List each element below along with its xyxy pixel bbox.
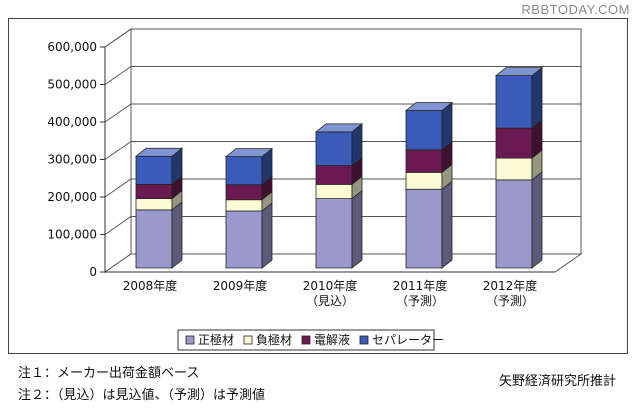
- y-tick-label: 400,000: [47, 115, 97, 129]
- bar-stack: [494, 66, 544, 269]
- bar-segment-front: [135, 155, 173, 185]
- x-tick-label: 2012年度: [483, 278, 538, 293]
- bar-top: [494, 67, 544, 77]
- bar-segment-front: [315, 165, 353, 185]
- legend-swatch: [359, 335, 369, 345]
- bar-segment-front: [405, 110, 443, 151]
- legend-swatch: [243, 335, 253, 345]
- bar-segment-front: [225, 156, 263, 186]
- bar-top: [134, 147, 184, 157]
- bar-segment-side: [531, 171, 543, 269]
- legend-label: 電解液: [314, 332, 350, 347]
- y-tick-label: 200,000: [47, 190, 97, 204]
- watermark: RBBTODAY.COM: [521, 2, 630, 17]
- x-tick-label: （予測）: [396, 294, 444, 308]
- bar-segment-side: [171, 201, 183, 269]
- legend-swatch: [185, 335, 195, 345]
- stacked-bar-chart: 0 100,000 200,000 300,000 400,000 500,000 600,…: [47, 28, 583, 351]
- bar-segment-front: [495, 127, 533, 159]
- bar-stack: [134, 147, 184, 269]
- bar-segment-front: [135, 183, 173, 200]
- chart-frame: [8, 18, 628, 354]
- gridline: [104, 28, 581, 48]
- bar-segment-front: [225, 184, 263, 201]
- bar-stack: [314, 123, 364, 269]
- bar-stack: [404, 101, 454, 269]
- x-tick-label: （予測）: [486, 294, 534, 308]
- bar-segment-front: [315, 198, 353, 269]
- y-tick-label: 0: [89, 265, 97, 279]
- note-1: 注１：メーカー出荷金額ベース: [18, 366, 200, 381]
- bar-top: [224, 148, 274, 158]
- bar-segment-front: [315, 183, 353, 200]
- legend-swatch: [301, 335, 311, 345]
- bar-segment-front: [405, 188, 443, 269]
- bar-top: [314, 123, 364, 133]
- gridline: [104, 66, 581, 85]
- y-tick-label: 100,000: [47, 228, 97, 242]
- bar-segment-side: [531, 66, 543, 129]
- bar-segment-side: [351, 189, 363, 269]
- bar-top: [404, 102, 454, 111]
- legend-label: セパレーター: [372, 333, 444, 347]
- y-tick-label: 500,000: [47, 78, 97, 92]
- bar-stack: [224, 147, 274, 269]
- bar-segment-front: [225, 199, 263, 212]
- bar-segment-front: [495, 179, 533, 269]
- legend-label: 正極材: [198, 332, 234, 347]
- bar-segment-front: [405, 171, 443, 190]
- x-tick-label: 2008年度: [123, 278, 178, 293]
- note-2: 注２：（見込）は見込値、（予測）は予測値: [18, 388, 266, 403]
- bar-segment-front: [135, 209, 173, 269]
- source-credit: 矢野経済研究所推計: [498, 374, 616, 389]
- x-tick-label: 2010年度: [303, 278, 358, 293]
- y-tick-label: 600,000: [47, 40, 97, 54]
- bar-segment-front: [495, 75, 533, 129]
- x-tick-label: 2011年度: [393, 278, 448, 293]
- bar-segment-front: [135, 198, 173, 211]
- y-tick-label: 300,000: [47, 153, 97, 167]
- bar-segment-side: [441, 180, 453, 269]
- legend-label: 負極材: [256, 332, 292, 347]
- x-tick-label: 2009年度: [213, 278, 268, 293]
- bar-segment-side: [261, 202, 273, 269]
- x-tick-label: （見込）: [306, 294, 354, 308]
- bar-segment-front: [225, 210, 263, 269]
- bar-segment-front: [405, 149, 443, 173]
- bar-segment-front: [315, 131, 353, 167]
- bar-segment-front: [495, 157, 533, 181]
